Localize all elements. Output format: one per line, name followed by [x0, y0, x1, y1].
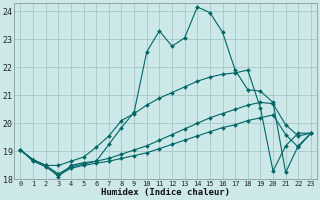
X-axis label: Humidex (Indice chaleur): Humidex (Indice chaleur)	[101, 188, 230, 197]
